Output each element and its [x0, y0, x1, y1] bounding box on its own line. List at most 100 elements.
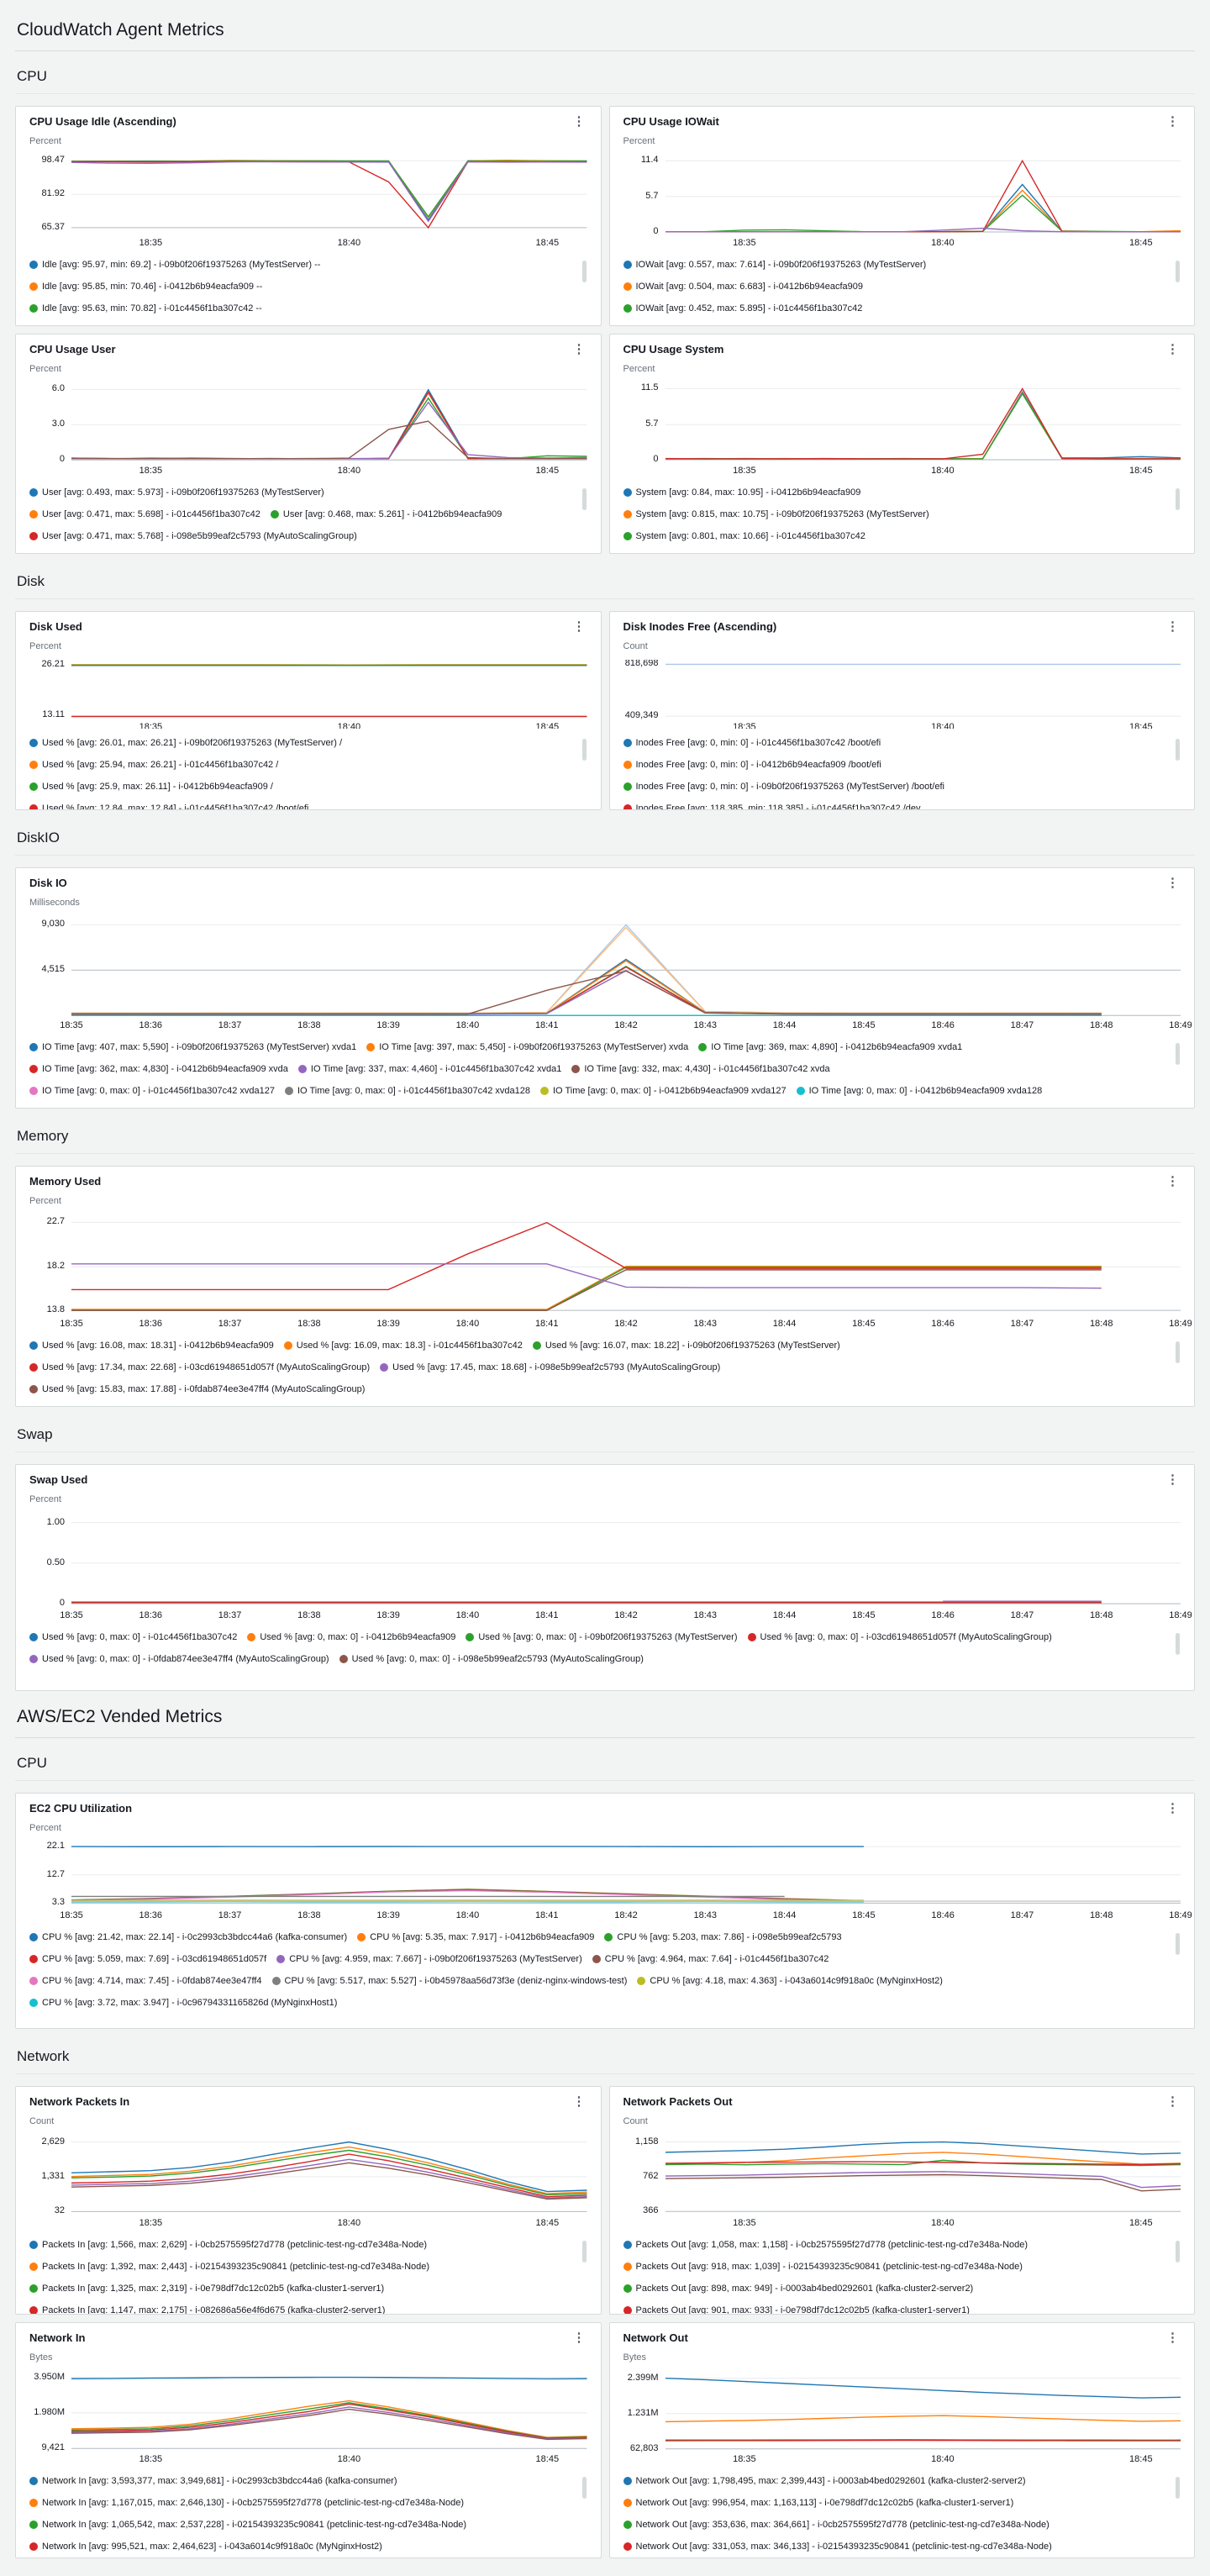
card-menu-button[interactable]: ⋮: [571, 343, 587, 356]
chart-plot[interactable]: [71, 1214, 1181, 1315]
legend-item[interactable]: CPU % [avg: 21.42, max: 22.14] - i-0c299…: [29, 1931, 347, 1943]
legend-item[interactable]: Packets Out [avg: 1,058, max: 1,158] - i…: [623, 2239, 1028, 2251]
card-menu-button[interactable]: ⋮: [1165, 343, 1181, 356]
legend-item[interactable]: Inodes Free [avg: 118,385, min: 118,385]…: [623, 803, 921, 809]
legend-scrollbar-thumb[interactable]: [581, 2477, 587, 2499]
card-menu-button[interactable]: ⋮: [1165, 2095, 1181, 2108]
legend-item[interactable]: Used % [avg: 0, max: 0] - i-098e5b99eaf2…: [339, 1653, 644, 1665]
card-menu-button[interactable]: ⋮: [1165, 620, 1181, 633]
legend-item[interactable]: IO Time [avg: 636, max: 8,770] - i-0fdab…: [395, 1107, 745, 1108]
legend-item[interactable]: Packets In [avg: 1,392, max: 2,443] - i-…: [29, 2261, 429, 2273]
legend-item[interactable]: CPU % [avg: 4.959, max: 7.667] - i-09b0f…: [276, 1953, 582, 1965]
card-menu-button[interactable]: ⋮: [571, 2331, 587, 2344]
legend-item[interactable]: IO Time [avg: 397, max: 5,450] - i-09b0f…: [366, 1041, 688, 1053]
legend-scrollbar-thumb[interactable]: [1176, 261, 1180, 282]
legend-item[interactable]: System [avg: 0.84, max: 10.95] - i-0412b…: [623, 487, 860, 498]
legend-item[interactable]: User [avg: 0.493, max: 5.973] - i-09b0f2…: [29, 487, 324, 498]
legend-item[interactable]: IO Time [avg: 337, max: 4,460] - i-01c44…: [297, 1063, 561, 1075]
chart-plot[interactable]: [666, 660, 1181, 719]
card-menu-button[interactable]: ⋮: [1165, 115, 1181, 128]
legend-item[interactable]: IO Time [avg: 0, max: 0] - i-0412b6b94ea…: [796, 1085, 1042, 1097]
legend-item[interactable]: User [avg: 0.471, max: 5.698] - i-01c445…: [29, 508, 260, 520]
chart-plot[interactable]: [71, 1841, 1181, 1907]
chart-plot[interactable]: [71, 1513, 1181, 1607]
legend-item[interactable]: Used % [avg: 15.83, max: 17.88] - i-0fda…: [29, 1383, 365, 1395]
legend-item[interactable]: User [avg: 0.468, max: 5.261] - i-0412b6…: [270, 508, 502, 520]
legend-item[interactable]: IOWait [avg: 0.504, max: 6.683] - i-0412…: [623, 281, 863, 292]
legend-scrollbar-thumb[interactable]: [581, 488, 587, 510]
legend-item[interactable]: IO Time [avg: 332, max: 4,430] - i-01c44…: [571, 1063, 830, 1075]
chart-plot[interactable]: [666, 155, 1181, 234]
legend-item[interactable]: Inodes Free [avg: 0, min: 0] - i-09b0f20…: [623, 781, 944, 793]
legend-item[interactable]: Used % [avg: 0, max: 0] - i-09b0f206f193…: [466, 1631, 738, 1643]
legend-item[interactable]: Used % [avg: 0, max: 0] - i-0fdab874ee3e…: [29, 1653, 329, 1665]
legend-item[interactable]: Network In [avg: 3,593,377, max: 3,949,6…: [29, 2475, 397, 2487]
chart-plot[interactable]: [71, 2371, 587, 2451]
legend-scrollbar-thumb[interactable]: [1176, 2241, 1180, 2263]
legend-scrollbar-thumb[interactable]: [1176, 488, 1180, 510]
legend-item[interactable]: Used % [avg: 16.07, max: 18.22] - i-09b0…: [532, 1340, 840, 1351]
legend-item[interactable]: Idle [avg: 95.24, min: 65.37] - i-0fdab8…: [29, 324, 354, 325]
legend-item[interactable]: Used % [avg: 26.01, max: 26.21] - i-09b0…: [29, 737, 342, 749]
legend-item[interactable]: IO Time [avg: 362, max: 4,830] - i-0412b…: [29, 1063, 288, 1075]
legend-item[interactable]: Packets In [avg: 1,147, max: 2,175] - i-…: [29, 2305, 385, 2314]
legend-item[interactable]: Inodes Free [avg: 0, min: 0] - i-01c4456…: [623, 737, 881, 749]
legend-item[interactable]: Idle [avg: 95.63, min: 70.82] - i-01c445…: [29, 303, 262, 314]
card-menu-button[interactable]: ⋮: [571, 2095, 587, 2108]
legend-item[interactable]: Packets Out [avg: 918, max: 1,039] - i-0…: [623, 2261, 1023, 2273]
legend-item[interactable]: IO Time [avg: 0, max: 0] - i-0412b6b94ea…: [540, 1085, 786, 1097]
chart-plot[interactable]: [666, 2135, 1181, 2215]
legend-scrollbar-thumb[interactable]: [581, 261, 587, 282]
legend-scrollbar-thumb[interactable]: [1176, 1633, 1180, 1655]
legend-item[interactable]: IO Time [avg: 654, max: 9,030] - i-0fdab…: [29, 1107, 385, 1108]
legend-scrollbar-thumb[interactable]: [1176, 1043, 1180, 1065]
card-menu-button[interactable]: ⋮: [1165, 877, 1181, 889]
legend-item[interactable]: IO Time [avg: 0, max: 0] - i-01c4456f1ba…: [285, 1085, 530, 1097]
legend-item[interactable]: IO Time [avg: 0, max: 0] - i-01c4456f1ba…: [29, 1085, 275, 1097]
legend-item[interactable]: IOWait [avg: 0.832, max: 11.42] - i-0fda…: [623, 324, 954, 325]
chart-plot[interactable]: [666, 382, 1181, 462]
card-menu-button[interactable]: ⋮: [571, 620, 587, 633]
legend-item[interactable]: System [avg: 0.873, max: 11.48] - i-0fda…: [623, 552, 957, 553]
legend-item[interactable]: System [avg: 0.801, max: 10.66] - i-01c4…: [623, 530, 865, 542]
legend-item[interactable]: Used % [avg: 25.9, max: 26.11] - i-0412b…: [29, 781, 273, 793]
legend-item[interactable]: CPU % [avg: 5.059, max: 7.69] - i-03cd61…: [29, 1953, 266, 1965]
legend-item[interactable]: IOWait [avg: 0.452, max: 5.895] - i-01c4…: [623, 303, 862, 314]
legend-scrollbar-thumb[interactable]: [1176, 739, 1180, 761]
legend-item[interactable]: Network Out [avg: 353,636, max: 364,661]…: [623, 2519, 1050, 2531]
legend-item[interactable]: Idle [avg: 95.97, min: 69.2] - i-09b0f20…: [29, 259, 320, 271]
card-menu-button[interactable]: ⋮: [1165, 1175, 1181, 1188]
legend-item[interactable]: System [avg: 0.815, max: 10.75] - i-09b0…: [623, 508, 929, 520]
legend-item[interactable]: Network In [avg: 995,521, max: 2,464,623…: [29, 2541, 382, 2552]
legend-item[interactable]: Network In [avg: 1,167,015, max: 2,646,1…: [29, 2497, 464, 2509]
legend-item[interactable]: Network Out [avg: 331,053, max: 346,133]…: [623, 2541, 1052, 2552]
legend-item[interactable]: Packets Out [avg: 901, max: 933] - i-0e7…: [623, 2305, 970, 2314]
chart-plot[interactable]: [71, 916, 1181, 1017]
legend-item[interactable]: CPU % [avg: 3.72, max: 3.947] - i-0c9679…: [29, 1997, 337, 2009]
legend-item[interactable]: Network Out [avg: 996,954, max: 1,163,11…: [623, 2497, 1013, 2509]
legend-item[interactable]: Used % [avg: 16.09, max: 18.3] - i-01c44…: [283, 1340, 523, 1351]
legend-item[interactable]: Inodes Free [avg: 0, min: 0] - i-0412b6b…: [623, 759, 881, 771]
legend-item[interactable]: Used % [avg: 12.84, max: 12.84] - i-01c4…: [29, 803, 308, 809]
legend-item[interactable]: Packets In [avg: 1,566, max: 2,629] - i-…: [29, 2239, 427, 2251]
legend-item[interactable]: CPU % [avg: 4.714, max: 7.45] - i-0fdab8…: [29, 1975, 262, 1987]
legend-item[interactable]: Used % [avg: 0, max: 0] - i-03cd61948651…: [747, 1631, 1052, 1643]
legend-item[interactable]: Used % [avg: 0, max: 0] - i-0412b6b94eac…: [247, 1631, 455, 1643]
card-menu-button[interactable]: ⋮: [571, 115, 587, 128]
legend-item[interactable]: Idle [avg: 95.85, min: 70.46] - i-0412b6…: [29, 281, 262, 292]
chart-plot[interactable]: [71, 2135, 587, 2215]
chart-plot[interactable]: [71, 155, 587, 234]
legend-item[interactable]: Used % [avg: 25.94, max: 26.21] - i-01c4…: [29, 759, 278, 771]
legend-item[interactable]: Network In [avg: 1,065,542, max: 2,537,2…: [29, 2519, 466, 2531]
legend-item[interactable]: Packets Out [avg: 898, max: 949] - i-000…: [623, 2283, 973, 2294]
legend-item[interactable]: CPU % [avg: 4.964, max: 7.64] - i-01c445…: [592, 1953, 829, 1965]
card-menu-button[interactable]: ⋮: [1165, 1802, 1181, 1815]
legend-item[interactable]: Used % [avg: 16.08, max: 18.31] - i-0412…: [29, 1340, 274, 1351]
legend-item[interactable]: CPU % [avg: 5.517, max: 5.527] - i-0b459…: [271, 1975, 627, 1987]
legend-item[interactable]: Packets In [avg: 1,325, max: 2,319] - i-…: [29, 2283, 384, 2294]
legend-scrollbar-thumb[interactable]: [581, 739, 587, 761]
legend-item[interactable]: CPU % [avg: 5.35, max: 7.917] - i-0412b6…: [357, 1931, 594, 1943]
legend-item[interactable]: User [avg: 0.471, max: 5.768] - i-098e5b…: [29, 530, 357, 542]
legend-scrollbar-thumb[interactable]: [581, 2241, 587, 2263]
legend-item[interactable]: CPU % [avg: 5.203, max: 7.86] - i-098e5b…: [604, 1931, 842, 1943]
